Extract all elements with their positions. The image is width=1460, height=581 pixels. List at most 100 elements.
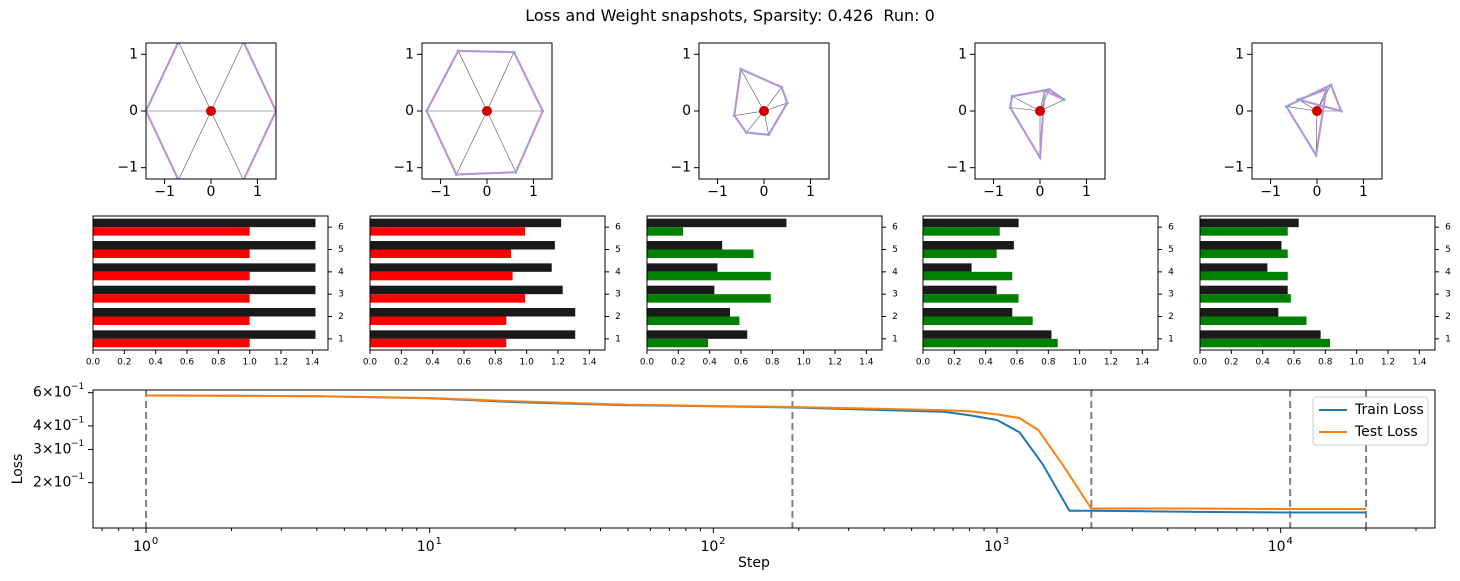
weight-point	[1314, 153, 1318, 157]
bar-norm-4	[647, 263, 718, 272]
x-tick-label: 1.0	[243, 358, 258, 368]
bar-norm-5	[93, 241, 316, 250]
bar-feature-6	[1200, 227, 1288, 236]
bar-norm-6	[1200, 218, 1299, 228]
x-tick-label: 1	[1082, 184, 1091, 200]
category-label: 3	[892, 290, 898, 300]
category-label: 2	[892, 312, 898, 322]
bar-feature-2	[1200, 316, 1307, 325]
bar-feature-4	[93, 271, 250, 281]
bar-norm-3	[370, 285, 563, 295]
y-tick-label: 0	[129, 103, 138, 119]
bar-norm-1	[370, 330, 576, 339]
category-label: 1	[892, 334, 898, 344]
weight-point	[739, 67, 743, 71]
spoke-line	[1012, 96, 1041, 112]
category-label: 2	[1168, 312, 1174, 322]
y-tick-exponent: −1	[71, 382, 84, 392]
bar-norm-1	[93, 330, 316, 339]
bar-feature-4	[370, 271, 513, 281]
bar-feature-1	[93, 338, 250, 348]
spoke-line	[457, 50, 488, 112]
x-tick-label: 10	[1268, 539, 1286, 555]
x-tick-exponent: 3	[1003, 536, 1009, 547]
x-tick-label: 0.6	[180, 358, 195, 368]
y-tick-label: −1	[117, 160, 138, 176]
x-axis-label: Step	[738, 555, 770, 571]
x-tick-label: −1	[707, 184, 728, 200]
x-tick-exponent: 1	[436, 536, 442, 547]
x-tick-label: 0.4	[1256, 358, 1271, 368]
weight-point	[1038, 155, 1042, 159]
category-label: 5	[892, 245, 898, 255]
hull-polygon	[733, 67, 789, 136]
bar-feature-3	[647, 294, 771, 303]
x-tick-label: 0.4	[426, 358, 441, 368]
hull-polygon	[1284, 83, 1343, 159]
weight-point	[785, 101, 789, 105]
bar-feature-2	[647, 316, 740, 325]
weight-point	[1339, 109, 1343, 113]
x-tick-label: 0.2	[947, 358, 961, 368]
y-tick-label: 2×10	[33, 475, 71, 491]
bar-feature-5	[370, 249, 511, 258]
y-tick-label: 0	[682, 103, 691, 119]
bar-feature-1	[647, 338, 709, 348]
x-tick-label: 0.8	[1318, 358, 1333, 368]
axes-frame	[922, 215, 1159, 351]
category-label: 2	[338, 312, 344, 322]
bar-norm-4	[1200, 263, 1268, 272]
bar-feature-1	[1200, 338, 1331, 348]
bar-feature-1	[923, 338, 1058, 348]
weight-point	[1047, 87, 1051, 91]
weight-point	[456, 49, 460, 53]
x-tick-label: 1.0	[1350, 358, 1365, 368]
bar-norm-6	[647, 218, 787, 228]
category-label: 3	[338, 290, 344, 300]
x-tick-label: 1.0	[1073, 358, 1088, 368]
spoke-line	[486, 51, 515, 112]
category-label: 4	[1445, 267, 1451, 277]
y-tick-label: 0	[405, 103, 414, 119]
spoke-line	[734, 110, 765, 116]
bar-feature-4	[923, 271, 1013, 281]
spoke-line	[210, 110, 244, 179]
y-tick-label: 1	[1235, 46, 1244, 62]
bar-feature-2	[370, 316, 507, 325]
x-tick-label: 10	[984, 539, 1002, 555]
bar-feature-4	[647, 271, 771, 281]
x-tick-label: 0.6	[1287, 358, 1302, 368]
x-tick-label: 10	[133, 539, 151, 555]
x-tick-label: 0.2	[394, 358, 408, 368]
y-tick-label: −1	[670, 160, 691, 176]
run-label: Run:	[883, 6, 920, 25]
bar-norm-2	[647, 308, 731, 317]
bar-feature-3	[923, 294, 1019, 303]
category-label: 6	[1445, 223, 1451, 233]
origin-point	[1035, 106, 1045, 116]
category-label: 6	[1168, 223, 1174, 233]
weight-point	[454, 172, 458, 176]
x-tick-label: 1.4	[582, 358, 597, 368]
x-tick-label: 0.8	[488, 358, 503, 368]
x-tick-label: −1	[430, 184, 451, 200]
weight-point	[1008, 106, 1012, 110]
x-tick-label: −1	[983, 184, 1004, 200]
weight-point	[1043, 89, 1047, 93]
y-tick-label: 1	[405, 46, 414, 62]
weight-point	[514, 170, 518, 174]
bar-norm-4	[923, 263, 972, 272]
y-tick-label: 0	[958, 103, 967, 119]
weight-point	[744, 131, 748, 135]
origin-point	[1312, 106, 1322, 116]
x-tick-label: 0.4	[979, 358, 994, 368]
x-tick-label: 0.0	[640, 358, 655, 368]
x-tick-label: 0.4	[149, 358, 164, 368]
bar-norm-2	[1200, 308, 1279, 317]
x-tick-label: 0.6	[734, 358, 749, 368]
weight-point	[1296, 98, 1300, 102]
bar-norm-2	[370, 308, 576, 317]
category-label: 1	[338, 334, 344, 344]
origin-point	[759, 106, 769, 116]
